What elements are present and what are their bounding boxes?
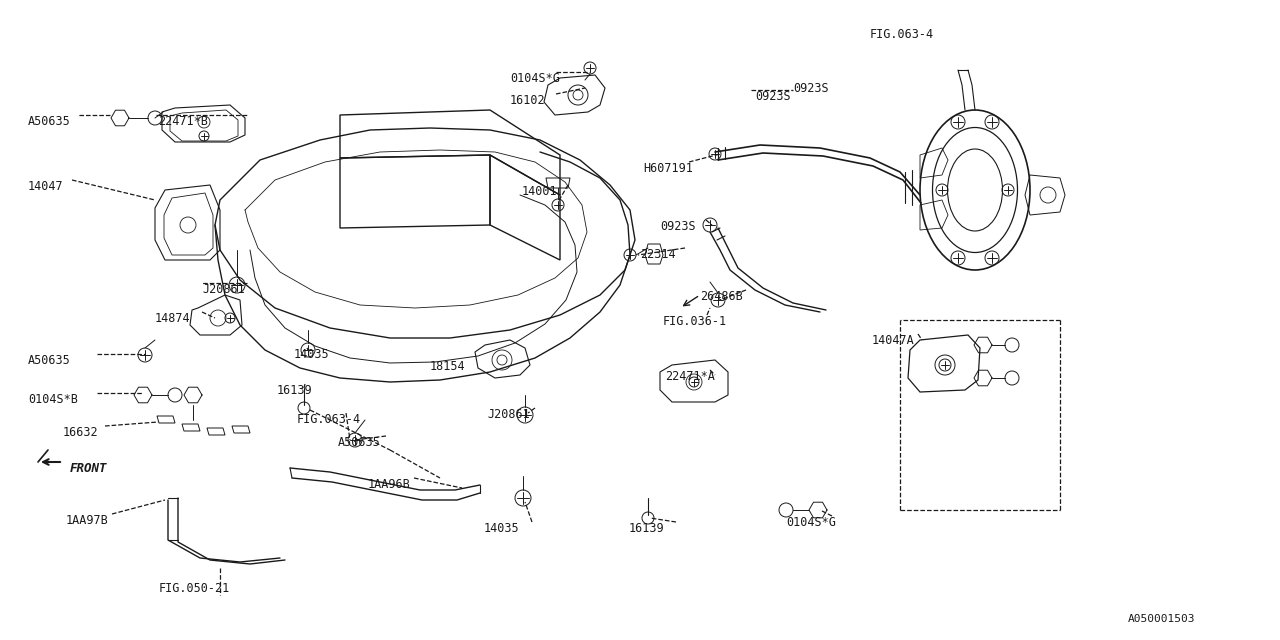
Text: 26486B: 26486B <box>700 290 742 303</box>
Text: FIG.050-21: FIG.050-21 <box>159 582 230 595</box>
Text: H607191: H607191 <box>643 162 692 175</box>
Text: 22471*A: 22471*A <box>666 370 714 383</box>
Text: 16102: 16102 <box>509 94 545 107</box>
Text: 0923S: 0923S <box>660 220 695 233</box>
Text: FIG.063-4: FIG.063-4 <box>297 413 361 426</box>
Text: 16139: 16139 <box>628 522 664 535</box>
Text: FIG.036-1: FIG.036-1 <box>663 315 727 328</box>
Text: A50635: A50635 <box>28 354 70 367</box>
Text: 0104S*B: 0104S*B <box>28 393 78 406</box>
Text: FRONT: FRONT <box>70 462 108 475</box>
Text: 1AA97B: 1AA97B <box>67 514 109 527</box>
Text: A050001503: A050001503 <box>1128 614 1196 624</box>
Text: 22314: 22314 <box>640 248 676 261</box>
Text: A50635: A50635 <box>28 115 70 128</box>
Text: 14035: 14035 <box>484 522 520 535</box>
Text: A50635: A50635 <box>338 436 380 449</box>
Text: FIG.063-4: FIG.063-4 <box>870 28 934 41</box>
Text: 0104S*G: 0104S*G <box>786 516 836 529</box>
Text: 0923S: 0923S <box>794 82 828 95</box>
Text: 14047: 14047 <box>28 180 64 193</box>
Text: 14035: 14035 <box>294 348 330 361</box>
Text: 14047A: 14047A <box>872 334 915 347</box>
Text: 0104S*G: 0104S*G <box>509 72 559 85</box>
Text: 18154: 18154 <box>430 360 466 373</box>
Text: J20861: J20861 <box>486 408 530 421</box>
Text: J20861: J20861 <box>202 283 244 296</box>
Text: 14001: 14001 <box>522 185 558 198</box>
Text: 14874: 14874 <box>155 312 191 325</box>
Text: 1AA96B: 1AA96B <box>369 478 411 491</box>
Text: 0923S: 0923S <box>755 90 791 103</box>
Text: 22471*B: 22471*B <box>157 115 207 128</box>
Text: 16139: 16139 <box>276 384 312 397</box>
Text: 16632: 16632 <box>63 426 99 439</box>
